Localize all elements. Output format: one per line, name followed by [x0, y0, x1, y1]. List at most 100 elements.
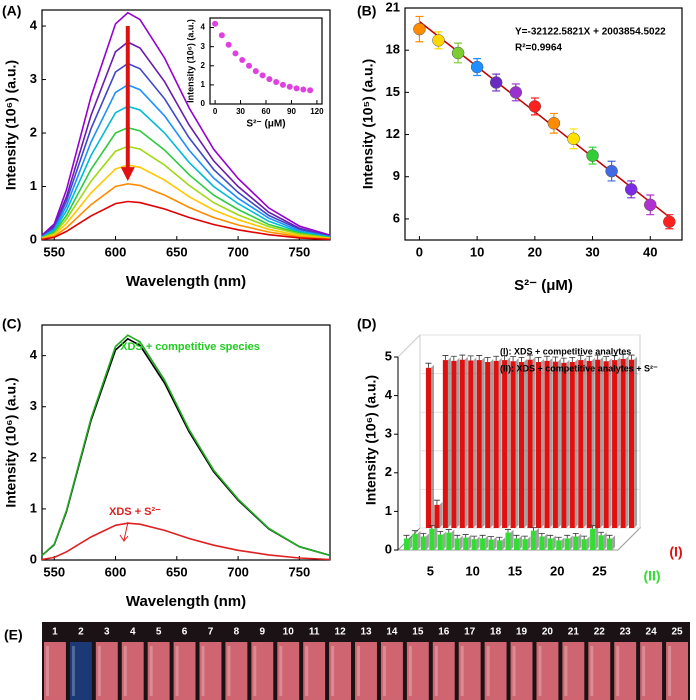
- y-tick-label: 0: [385, 541, 392, 556]
- y-tick-label: 1: [30, 500, 37, 515]
- bar: [598, 535, 604, 550]
- data-point: [413, 22, 426, 36]
- legend-entry: (II): XDS + competitive analytes + S²⁻: [500, 363, 658, 373]
- bar-side: [490, 359, 494, 528]
- tube: [614, 642, 637, 700]
- spectrum-line: [41, 62, 331, 238]
- spectrum-line: [41, 337, 331, 557]
- series-label: (I): [669, 544, 682, 560]
- bar: [454, 538, 460, 550]
- data-point: [470, 60, 484, 74]
- bar-side: [485, 535, 489, 550]
- tube-label: 19: [516, 627, 528, 638]
- tube-glare: [512, 646, 516, 696]
- tube: [510, 642, 533, 700]
- bar: [451, 360, 457, 528]
- bar: [412, 533, 418, 550]
- y-tick-label: 1: [385, 503, 392, 518]
- bar-side: [464, 356, 468, 528]
- data-point: [286, 83, 293, 90]
- y-tick-label: 1: [30, 178, 37, 193]
- error-bar: [442, 355, 449, 361]
- y-tick-label: 0: [30, 551, 37, 566]
- error-bar: [496, 536, 503, 541]
- tube-glare: [71, 646, 75, 696]
- bar-side: [535, 527, 539, 550]
- spectrum-line: [41, 145, 331, 239]
- x-tick-label: 700: [227, 564, 249, 579]
- bar-side: [519, 535, 522, 550]
- tube-glare: [97, 646, 101, 696]
- data-point: [225, 41, 232, 48]
- y-tick-label: 3: [30, 71, 37, 86]
- tube-label: 18: [490, 627, 502, 638]
- bar: [459, 359, 465, 528]
- data-point: [300, 86, 307, 93]
- panel-label: (C): [2, 316, 21, 332]
- error-bar: [513, 534, 520, 539]
- error-bar: [488, 536, 495, 540]
- data-point: [547, 117, 561, 130]
- tube: [277, 642, 300, 700]
- bar-side: [578, 533, 582, 550]
- error-bar: [606, 534, 613, 539]
- tube-glare: [305, 646, 309, 696]
- bar: [573, 536, 579, 550]
- y-tick-label: 9: [393, 168, 400, 183]
- error-bar: [505, 529, 511, 533]
- bar-side: [498, 357, 502, 528]
- tube-label: 13: [360, 627, 372, 638]
- spectrum-line: [41, 126, 331, 239]
- bar-side: [595, 525, 599, 550]
- data-point: [663, 215, 676, 228]
- bar-side: [493, 536, 497, 550]
- spectrum-line: [41, 164, 331, 240]
- bar-side: [569, 535, 573, 550]
- data-point: [586, 149, 599, 162]
- error-bar: [589, 525, 596, 529]
- spectrum-line: [41, 182, 331, 240]
- tube-label: 7: [208, 627, 214, 638]
- error-bar: [510, 356, 517, 362]
- spectrum-line: [41, 84, 331, 238]
- bar: [519, 362, 525, 528]
- x-tick-label: 550: [43, 244, 65, 259]
- error-bar: [462, 534, 469, 538]
- tube: [640, 642, 663, 700]
- bar: [547, 538, 553, 550]
- tube-glare: [357, 646, 361, 696]
- tube-label: 6: [182, 627, 188, 638]
- bar: [581, 539, 587, 550]
- tube-label: 17: [464, 627, 476, 638]
- tube-glare: [175, 646, 179, 696]
- tube: [355, 642, 377, 700]
- tube-label: 10: [283, 627, 295, 638]
- equation: R²=0.9964: [515, 43, 562, 54]
- data-point: [432, 34, 445, 47]
- tube: [406, 642, 429, 700]
- bar-side: [566, 359, 570, 528]
- spectrum-line: [41, 334, 331, 557]
- error-bar: [493, 355, 500, 361]
- bar: [403, 538, 409, 550]
- x-axis-label: Wavelength (nm): [126, 593, 246, 610]
- x-tick-label: 5: [427, 563, 434, 578]
- x-tick-label: 10: [470, 244, 484, 259]
- y-axis-label: Intensity (10⁶) (a.u.): [185, 19, 195, 103]
- tube-glare: [590, 646, 594, 696]
- tube-glare: [46, 646, 49, 696]
- data-point: [252, 68, 259, 75]
- bar: [476, 360, 482, 528]
- tube-label: 16: [438, 627, 450, 638]
- bar-side: [557, 358, 561, 528]
- bar: [513, 538, 519, 550]
- tube-label: 9: [260, 627, 266, 638]
- y-tick-label: 0: [201, 99, 206, 108]
- tube-label: 24: [646, 627, 658, 638]
- tube-label: 15: [412, 627, 424, 638]
- x-axis-label: S²⁻ (μM): [246, 119, 285, 130]
- bar-side: [541, 359, 544, 528]
- panel-label: (A): [2, 3, 21, 19]
- x-tick-label: 25: [592, 563, 606, 578]
- bar: [603, 361, 609, 528]
